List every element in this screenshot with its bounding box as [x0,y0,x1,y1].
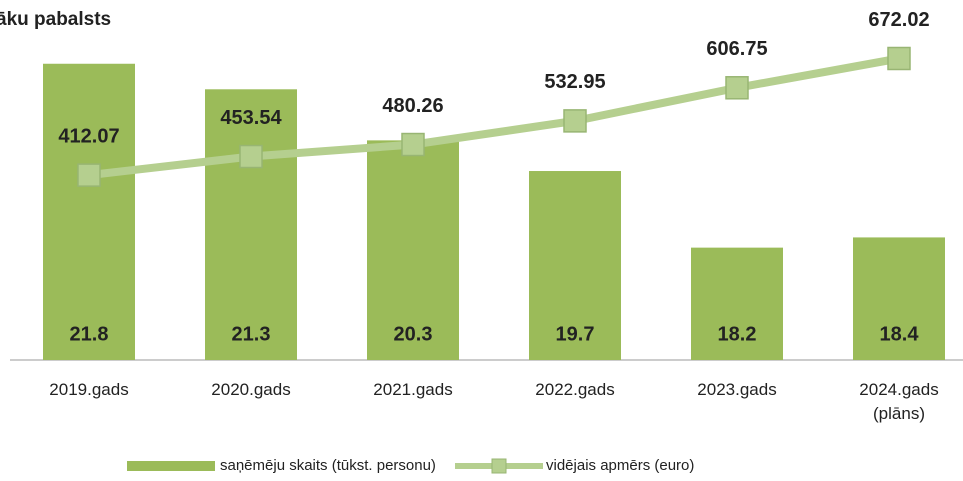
line-marker [887,46,911,71]
line-marker [77,163,101,187]
legend-label: vidējais apmērs (euro) [546,457,694,474]
bar [853,237,945,360]
x-tick-label: 2020.gads [211,380,290,399]
line-value-label: 480.26 [382,95,443,117]
legend-swatch [127,461,215,471]
legend-swatch [491,458,507,474]
x-tick-label: 2019.gads [49,380,128,399]
bar-value-label: 21.3 [232,323,271,345]
line-marker [239,144,263,169]
line-value-label: 606.75 [706,38,767,60]
line-value-label: 532.95 [544,71,605,93]
x-tick-label: 2024.gads (plāns) [859,380,938,423]
bar-value-label: 21.8 [70,323,109,345]
bar-value-label: 18.4 [880,323,920,345]
line [88,54,900,180]
line-marker [401,132,425,157]
x-tick-label: 2023.gads [697,380,776,399]
line-value-label: 453.54 [220,107,282,129]
bar-value-label: 18.2 [718,323,757,345]
bar [367,140,459,360]
bar-value-label: 20.3 [394,323,433,345]
bar [205,89,297,361]
line-marker [725,76,749,100]
bar-value-label: 19.7 [556,323,595,345]
bar [691,247,783,360]
line-marker [563,109,587,133]
chart-title: āku pabalsts [0,9,111,30]
line-value-label: 412.07 [58,125,119,147]
legend-label: saņēmēju skaits (tūkst. personu) [220,457,436,474]
bar [529,171,621,360]
bar [43,63,135,360]
x-tick-label: 2022.gads [535,380,614,399]
x-tick-label: 2021.gads [373,380,452,399]
line-value-label: 672.02 [868,9,929,31]
